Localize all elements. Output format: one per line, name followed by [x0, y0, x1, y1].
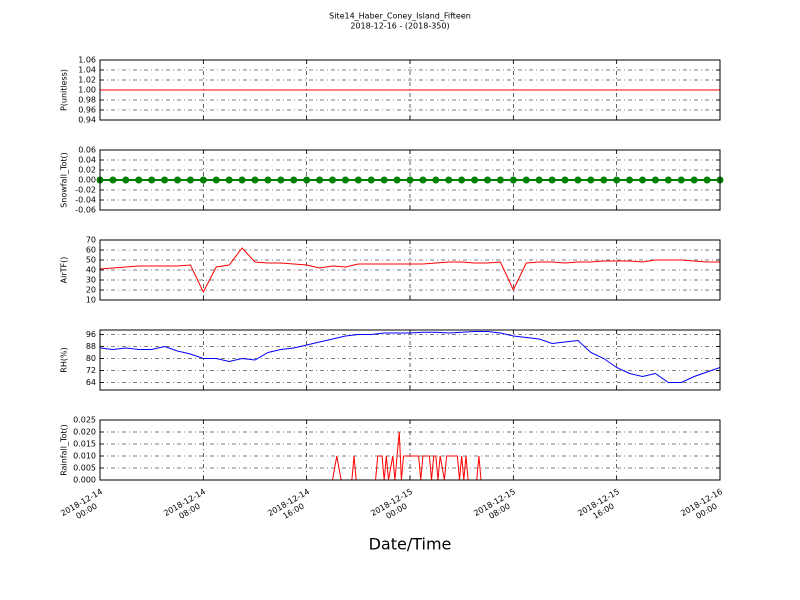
y-axis-label: AirTF() [60, 257, 69, 284]
y-axis-label: P(unitless) [60, 69, 69, 111]
data-point [509, 176, 517, 184]
plot-frame [99, 419, 721, 481]
data-point [186, 176, 194, 184]
data-point [561, 176, 569, 184]
data-point [651, 176, 659, 184]
x-axis-label: Date/Time [369, 535, 452, 554]
data-point [264, 176, 272, 184]
y-axis-label: Snowfall_Tot() [60, 152, 69, 208]
data-point [341, 176, 349, 184]
chart-subtitle: 2018-12-16 - (2018-350) [350, 22, 449, 31]
y-tick-label: 1.02 [78, 76, 96, 85]
y-tick-label: 0.020 [73, 428, 96, 437]
data-point [548, 176, 556, 184]
plot-frame [99, 149, 721, 211]
data-point [161, 176, 169, 184]
plot-frame [99, 329, 721, 391]
data-point [432, 176, 440, 184]
y-tick-label: 0.96 [78, 106, 96, 115]
data-point [380, 176, 388, 184]
data-point [135, 176, 143, 184]
data-point [522, 176, 530, 184]
y-tick-label: -0.02 [75, 186, 96, 195]
y-tick-label: 0.02 [78, 166, 96, 175]
data-point [393, 176, 401, 184]
data-point [445, 176, 453, 184]
y-tick-label: 1.04 [78, 66, 96, 75]
plot-frame [99, 239, 721, 301]
y-tick-label: 72 [86, 366, 96, 375]
data-point [290, 176, 298, 184]
data-point [367, 176, 375, 184]
y-tick-label: 0.98 [78, 96, 96, 105]
data-point [354, 176, 362, 184]
data-point [109, 176, 117, 184]
data-point [212, 176, 220, 184]
data-point [690, 176, 698, 184]
data-point [587, 176, 595, 184]
data-point [458, 176, 466, 184]
y-tick-label: 0.010 [73, 452, 96, 461]
y-tick-label: 0.005 [73, 464, 96, 473]
data-point [238, 176, 246, 184]
y-tick-label: 0.06 [78, 146, 96, 155]
data-point [148, 176, 156, 184]
data-point [277, 176, 285, 184]
y-tick-label: 10 [86, 296, 96, 305]
data-line [99, 247, 720, 294]
y-tick-label: 0.94 [78, 116, 96, 125]
data-point [419, 176, 427, 184]
data-point [199, 176, 207, 184]
data-point [677, 176, 685, 184]
y-tick-label: 0.00 [78, 176, 96, 185]
data-point [600, 176, 608, 184]
data-point [225, 176, 233, 184]
data-point [484, 176, 491, 184]
y-tick-label: 64 [86, 378, 96, 387]
data-point [251, 176, 259, 184]
data-point [316, 176, 324, 184]
data-point [329, 176, 336, 184]
data-point [703, 176, 711, 184]
y-tick-label: 80 [86, 354, 96, 363]
data-point [664, 176, 672, 184]
data-line [99, 331, 721, 383]
plot-frame [99, 59, 721, 121]
data-point [626, 176, 634, 184]
chart-title: Site14_Haber_Coney_Island_Fifteen [329, 12, 471, 21]
data-point [303, 176, 311, 184]
data-point [574, 176, 582, 184]
y-tick-label: 70 [86, 236, 96, 245]
data-point [471, 176, 479, 184]
data-point [406, 176, 414, 184]
y-tick-label: 40 [86, 266, 96, 275]
data-line [100, 431, 720, 481]
data-point [122, 176, 130, 184]
data-point [496, 176, 504, 184]
y-axis-label: Rainfall_Tot() [60, 424, 69, 476]
y-tick-label: 0.015 [73, 440, 96, 449]
y-tick-label: 0.025 [73, 416, 96, 425]
y-tick-label: 0.000 [73, 476, 96, 485]
y-tick-label: 1.00 [78, 86, 96, 95]
y-tick-label: 0.04 [78, 156, 96, 165]
data-point [613, 176, 621, 184]
y-tick-label: 1.06 [78, 56, 96, 65]
y-tick-label: 88 [86, 342, 96, 351]
y-tick-label: 20 [86, 286, 96, 295]
data-point [174, 176, 181, 184]
y-tick-label: -0.06 [75, 206, 96, 215]
y-tick-label: 50 [86, 256, 96, 265]
y-tick-label: 60 [86, 246, 96, 255]
y-axis-label: RH(%) [60, 347, 69, 372]
y-tick-label: 30 [86, 276, 96, 285]
y-tick-label: 96 [86, 330, 96, 339]
y-tick-label: -0.04 [75, 196, 96, 205]
data-point [535, 176, 543, 184]
data-point [639, 176, 646, 184]
